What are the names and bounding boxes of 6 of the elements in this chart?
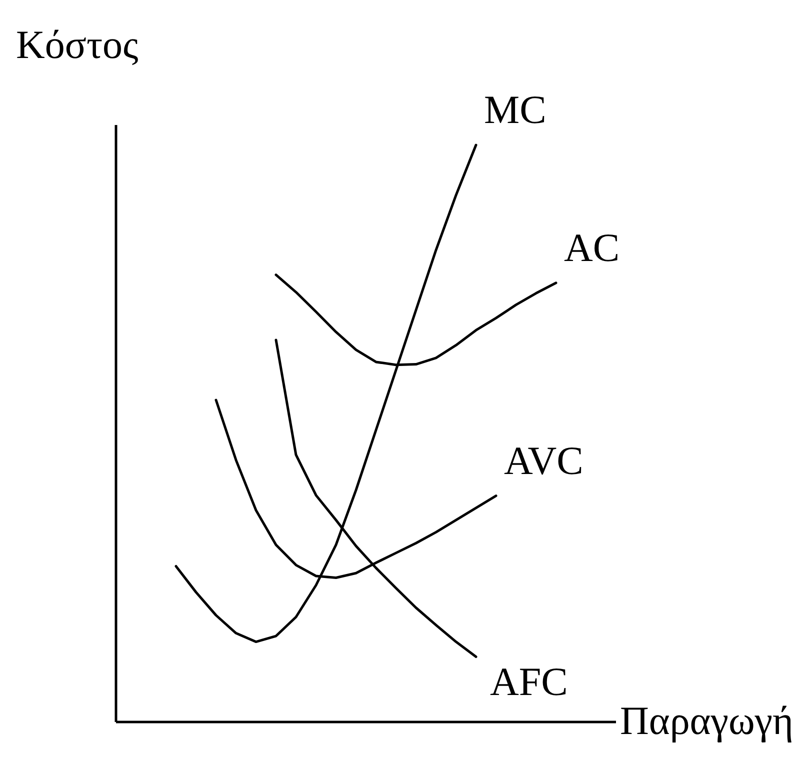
series-label: AFC [490, 658, 568, 704]
series-label: MC [484, 87, 546, 132]
series-label: AC [564, 224, 620, 270]
series-label: AVC [504, 438, 584, 483]
x-axis-title: Παραγωγή [620, 698, 794, 743]
y-axis-title: Κόστος [16, 22, 139, 67]
